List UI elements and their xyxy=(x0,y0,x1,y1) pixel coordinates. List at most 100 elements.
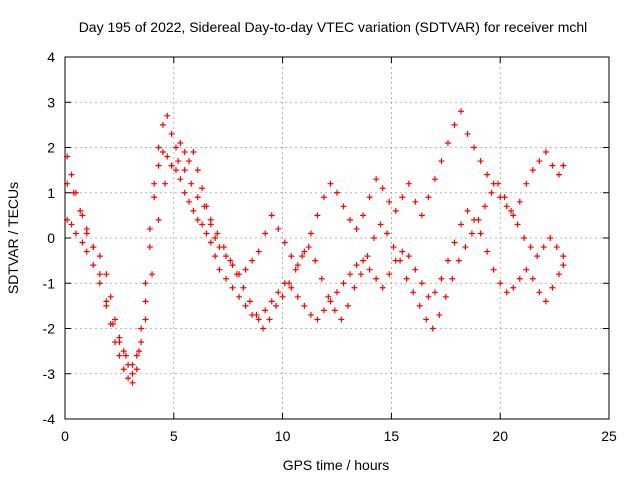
tick-labels: 0 5 10 15 20 25 -4 -3 -2 -1 0 1 2 3 4 xyxy=(43,49,617,444)
data-point xyxy=(431,289,438,296)
x-tick-label: 5 xyxy=(170,428,178,444)
data-point xyxy=(397,257,404,264)
data-point xyxy=(553,244,560,251)
data-point xyxy=(138,339,145,346)
data-point xyxy=(549,284,556,291)
data-point xyxy=(273,302,280,309)
data-point xyxy=(149,271,156,278)
data-point xyxy=(560,162,567,169)
data-point xyxy=(475,216,482,223)
data-point xyxy=(464,207,471,214)
data-point xyxy=(516,198,523,205)
data-point xyxy=(360,257,367,264)
data-point xyxy=(96,253,103,260)
data-point xyxy=(199,185,206,192)
data-point xyxy=(103,271,110,278)
data-point xyxy=(529,167,536,174)
data-point xyxy=(151,180,158,187)
data-point xyxy=(142,316,149,323)
data-point xyxy=(181,167,188,174)
data-point xyxy=(223,253,230,260)
data-point xyxy=(307,230,314,237)
data-point xyxy=(77,207,84,214)
data-point xyxy=(410,289,417,296)
data-point xyxy=(96,280,103,287)
data-point xyxy=(138,325,145,332)
data-point xyxy=(514,221,521,228)
data-point xyxy=(172,144,179,151)
data-point xyxy=(318,275,325,282)
data-point xyxy=(334,289,340,296)
data-point xyxy=(497,280,504,287)
data-point xyxy=(177,139,184,146)
data-point xyxy=(288,284,295,291)
data-point xyxy=(351,284,358,291)
data-point xyxy=(436,311,443,318)
data-point xyxy=(83,225,90,232)
data-point xyxy=(212,235,219,241)
data-point xyxy=(331,307,338,314)
data-point xyxy=(262,307,269,314)
data-point xyxy=(266,316,273,323)
data-point xyxy=(458,108,465,115)
data-point xyxy=(325,293,332,300)
data-point xyxy=(129,370,136,377)
data-point xyxy=(464,130,471,137)
data-point xyxy=(122,352,129,359)
data-point xyxy=(294,262,301,269)
data-point xyxy=(425,194,432,201)
data-point xyxy=(240,284,247,291)
data-point xyxy=(327,298,334,305)
data-point xyxy=(186,198,193,205)
data-point xyxy=(320,194,327,201)
data-point xyxy=(116,339,123,346)
data-point xyxy=(212,253,219,260)
y-tick-label: -2 xyxy=(43,321,56,337)
data-point xyxy=(379,185,386,192)
data-point xyxy=(305,244,312,251)
data-point xyxy=(129,361,136,368)
data-point xyxy=(312,257,319,264)
data-point xyxy=(488,189,495,196)
data-point xyxy=(377,221,384,228)
data-point xyxy=(133,366,140,373)
data-point xyxy=(540,244,547,251)
data-point xyxy=(194,216,201,223)
data-point xyxy=(510,212,517,219)
data-point xyxy=(412,266,419,273)
data-point xyxy=(340,280,347,287)
data-point xyxy=(142,280,149,287)
series-track-c xyxy=(64,158,567,368)
data-point xyxy=(314,212,321,219)
data-point xyxy=(536,289,543,296)
data-point xyxy=(79,212,86,219)
data-point xyxy=(307,311,314,318)
data-point xyxy=(549,162,556,169)
data-point xyxy=(249,257,256,264)
data-point xyxy=(468,230,475,237)
data-point xyxy=(373,275,380,282)
data-point xyxy=(207,216,214,223)
axis-ticks xyxy=(64,56,610,420)
data-point xyxy=(484,171,491,178)
data-point xyxy=(458,221,465,228)
data-point xyxy=(229,262,236,269)
data-point xyxy=(116,352,123,359)
data-point xyxy=(159,149,166,156)
data-point xyxy=(233,271,240,278)
data-point xyxy=(199,221,206,228)
data-point xyxy=(175,158,182,165)
data-point xyxy=(120,366,127,373)
data-point xyxy=(214,230,221,237)
data-point xyxy=(142,298,149,305)
data-point xyxy=(503,203,510,210)
data-point xyxy=(262,230,269,237)
data-point xyxy=(327,180,334,187)
data-point xyxy=(484,248,491,255)
data-point xyxy=(542,149,549,156)
data-point xyxy=(444,139,451,146)
data-point xyxy=(542,298,549,305)
data-point xyxy=(360,212,367,219)
data-point xyxy=(68,171,75,178)
